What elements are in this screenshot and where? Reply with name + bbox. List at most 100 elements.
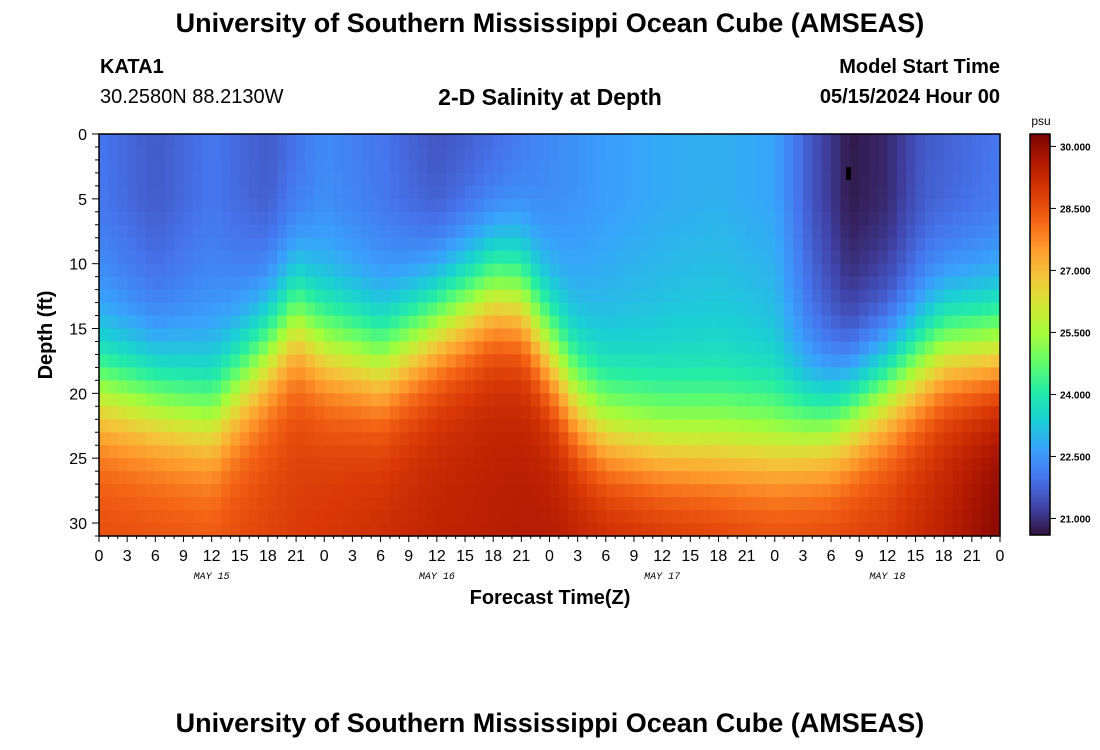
heatmap-cell — [821, 354, 832, 369]
heatmap-cell — [221, 198, 231, 213]
heatmap-cell — [587, 510, 598, 524]
heatmap-cell — [924, 393, 935, 407]
heatmap-cell — [577, 146, 588, 161]
heatmap-cell — [934, 328, 945, 343]
heatmap-cell — [953, 497, 964, 511]
heatmap-cell — [230, 211, 241, 226]
heatmap-cell — [511, 380, 522, 394]
heatmap-cell — [596, 445, 607, 459]
x-tick-label: 9 — [855, 548, 864, 565]
heatmap-cell — [221, 134, 231, 148]
heatmap-cell — [436, 445, 447, 459]
heatmap-cell — [324, 484, 335, 498]
heatmap-cell — [849, 250, 860, 265]
heatmap-cell — [239, 185, 250, 200]
heatmap-cell — [596, 523, 607, 537]
heatmap-cell — [361, 432, 372, 446]
heatmap-cell — [662, 185, 673, 200]
heatmap-cell — [699, 315, 710, 330]
heatmap-cell — [99, 211, 109, 226]
heatmap-cell — [821, 172, 832, 187]
heatmap-cell — [877, 354, 888, 369]
heatmap-cell — [192, 471, 203, 485]
heatmap-cell — [802, 134, 813, 148]
heatmap-cell — [821, 224, 832, 239]
heatmap-cell — [887, 367, 898, 381]
heatmap-cell — [493, 237, 504, 252]
heatmap-cell — [859, 250, 870, 265]
heatmap-cell — [906, 510, 917, 524]
heatmap-cell — [718, 289, 729, 304]
heatmap-cell — [755, 134, 766, 148]
heatmap-cell — [352, 134, 363, 148]
heatmap-cell — [164, 237, 175, 252]
heatmap-cell — [605, 159, 616, 174]
heatmap-cell — [615, 367, 626, 381]
heatmap-cell — [596, 146, 607, 161]
heatmap-cell — [981, 315, 992, 330]
heatmap-cell — [680, 445, 691, 459]
heatmap-cell — [380, 497, 391, 511]
heatmap-cell — [192, 510, 203, 524]
colorbar-ramp — [1029, 133, 1051, 536]
heatmap-cell — [249, 237, 260, 252]
heatmap-cell — [230, 185, 241, 200]
heatmap-cell — [643, 393, 654, 407]
heatmap-cell — [737, 159, 748, 174]
heatmap-cell — [990, 484, 1001, 498]
heatmap-cell — [990, 302, 1001, 317]
heatmap-cell — [793, 510, 804, 524]
heatmap-cell — [258, 289, 269, 304]
heatmap-cell — [971, 185, 982, 200]
heatmap-cell — [812, 146, 823, 161]
heatmap-cell — [211, 289, 222, 304]
heatmap-cell — [446, 380, 457, 394]
heatmap-cell — [436, 510, 447, 524]
heatmap-cell — [436, 276, 447, 291]
heatmap-cell — [633, 341, 644, 356]
heatmap-cell — [380, 159, 391, 174]
heatmap-cell — [145, 497, 156, 511]
heatmap-cell — [389, 250, 400, 265]
heatmap-cell — [549, 237, 560, 252]
heatmap-cell — [840, 315, 851, 330]
heatmap-cell — [221, 471, 231, 485]
heatmap-cell — [343, 432, 354, 446]
heatmap-cell — [174, 172, 185, 187]
heatmap-cell — [784, 367, 795, 381]
heatmap-cell — [727, 367, 738, 381]
heatmap-cell — [465, 159, 476, 174]
heatmap-cell — [624, 237, 635, 252]
heatmap-cell — [493, 185, 504, 200]
heatmap-cell — [465, 471, 476, 485]
heatmap-cell — [540, 224, 551, 239]
heatmap-cell — [202, 237, 213, 252]
x-tick-label: 6 — [376, 548, 385, 565]
heatmap-cell — [296, 458, 307, 472]
heatmap-cell — [399, 458, 410, 472]
heatmap-cell — [784, 328, 795, 343]
heatmap-cell — [540, 237, 551, 252]
heatmap-cell — [633, 159, 644, 174]
heatmap-cell — [249, 484, 260, 498]
heatmap-cell — [511, 263, 522, 278]
heatmap-cell — [784, 250, 795, 265]
heatmap-cell — [136, 328, 147, 343]
heatmap-cell — [615, 328, 626, 343]
heatmap-cell — [671, 471, 682, 485]
heatmap-cell — [971, 263, 982, 278]
heatmap-cell — [361, 380, 372, 394]
heatmap-cell — [568, 263, 579, 278]
heatmap-cell — [662, 445, 673, 459]
heatmap-cell — [286, 471, 297, 485]
heatmap-cell — [859, 510, 870, 524]
heatmap-cell — [605, 393, 616, 407]
heatmap-cell — [483, 458, 494, 472]
heatmap-cell — [558, 185, 569, 200]
heatmap-cell — [727, 432, 738, 446]
heatmap-cell — [380, 289, 391, 304]
heatmap-cell — [690, 211, 701, 226]
heatmap-cell — [164, 328, 175, 343]
heatmap-cell — [906, 172, 917, 187]
heatmap-cell — [990, 263, 1001, 278]
